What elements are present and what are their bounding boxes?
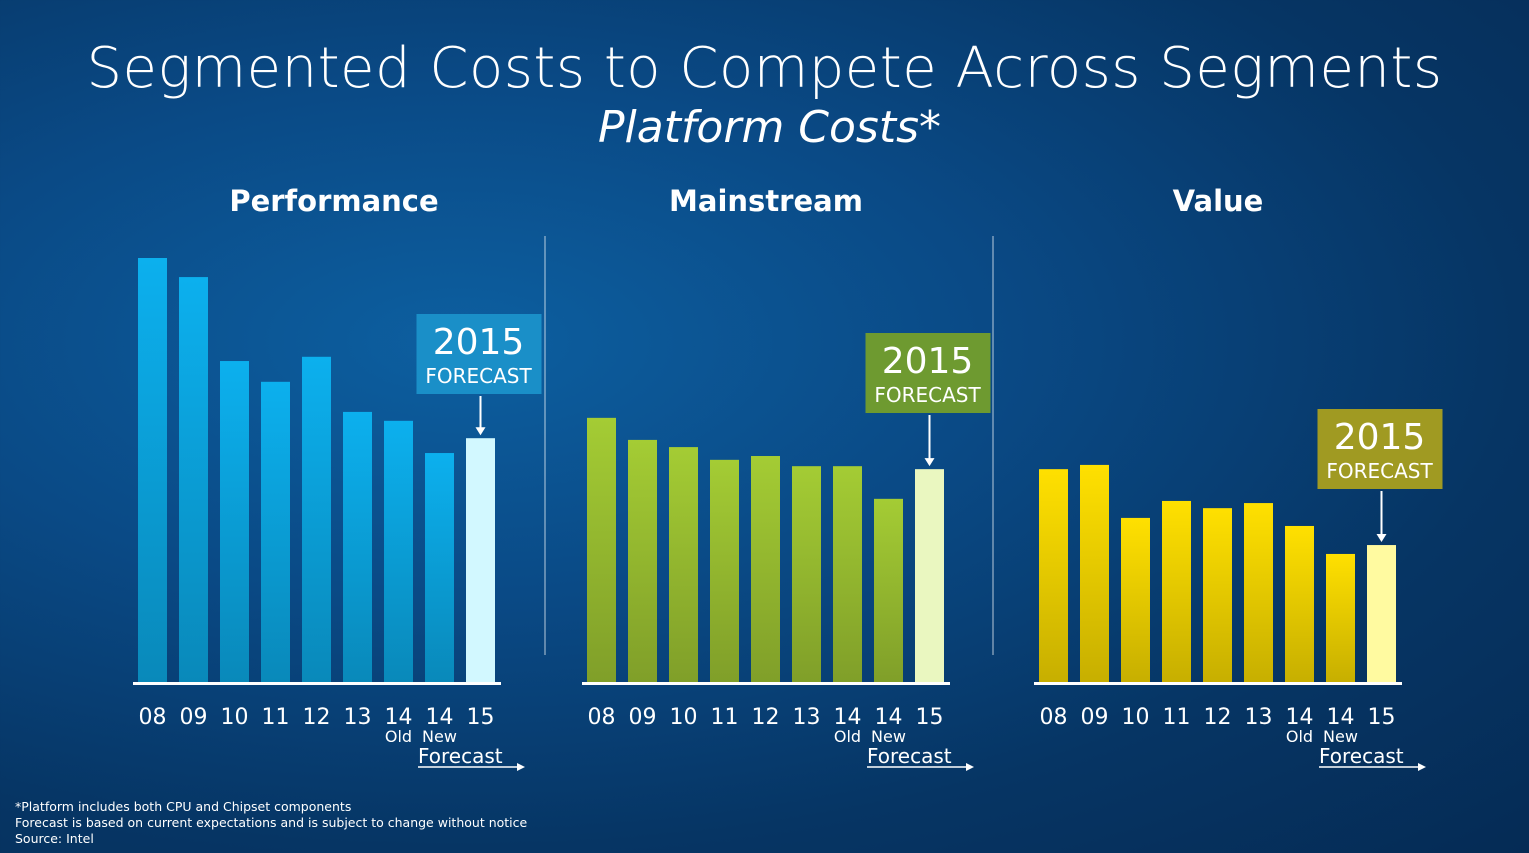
x-tick-label: 14 bbox=[875, 705, 903, 730]
bar bbox=[833, 466, 862, 682]
x-tick-label: 09 bbox=[1081, 705, 1109, 730]
x-axis-line bbox=[582, 682, 950, 685]
bar bbox=[1080, 464, 1109, 682]
x-tick-label: 09 bbox=[180, 705, 208, 730]
x-tick-label: 14 bbox=[426, 705, 454, 730]
bar bbox=[220, 361, 249, 682]
forecast-label: Forecast bbox=[418, 744, 503, 768]
bar bbox=[1244, 503, 1273, 682]
forecast-label: Forecast bbox=[1319, 744, 1404, 768]
x-sub-label: Old bbox=[834, 727, 861, 746]
callout-year: 2015 bbox=[433, 322, 525, 363]
callout-arrow-head bbox=[1376, 534, 1387, 543]
x-tick-label: 11 bbox=[1163, 705, 1191, 730]
bar bbox=[792, 466, 821, 682]
callout-arrow-head bbox=[475, 427, 486, 436]
x-sub-label: New bbox=[422, 727, 457, 746]
x-tick-label: 10 bbox=[670, 705, 698, 730]
bar bbox=[751, 456, 780, 682]
forecast-bar bbox=[915, 469, 944, 682]
chart-title: Value bbox=[1173, 184, 1264, 218]
x-tick-label: 11 bbox=[262, 705, 290, 730]
chart-title: Performance bbox=[229, 184, 438, 218]
x-tick-label: 12 bbox=[1204, 705, 1232, 730]
bar bbox=[425, 453, 454, 682]
x-axis-line bbox=[133, 682, 501, 685]
x-sub-label: Old bbox=[385, 727, 412, 746]
x-tick-label: 09 bbox=[629, 705, 657, 730]
x-tick-label: 11 bbox=[711, 705, 739, 730]
x-tick-label: 15 bbox=[1368, 705, 1396, 730]
x-sub-label: New bbox=[1323, 727, 1358, 746]
footnote-platform: *Platform includes both CPU and Chipset … bbox=[15, 799, 352, 814]
forecast-arrow-head bbox=[517, 763, 525, 771]
slide-subtitle: Platform Costs* bbox=[597, 102, 942, 153]
bar bbox=[261, 381, 290, 682]
x-tick-label: 08 bbox=[139, 705, 167, 730]
forecast-bar bbox=[1367, 545, 1396, 682]
x-tick-label: 10 bbox=[1122, 705, 1150, 730]
x-tick-label: 13 bbox=[344, 705, 372, 730]
x-sub-label: Old bbox=[1286, 727, 1313, 746]
forecast-bar bbox=[466, 438, 495, 682]
callout-text: FORECAST bbox=[1326, 459, 1433, 483]
x-tick-label: 15 bbox=[916, 705, 944, 730]
x-tick-label: 14 bbox=[834, 705, 862, 730]
forecast-arrow-head bbox=[1418, 763, 1426, 771]
bar bbox=[874, 498, 903, 682]
forecast-callout-box bbox=[865, 333, 991, 413]
x-sub-label: New bbox=[871, 727, 906, 746]
chart-title: Mainstream bbox=[669, 184, 863, 218]
x-tick-label: 12 bbox=[303, 705, 331, 730]
footnote-source: Source: Intel bbox=[15, 831, 94, 846]
bar bbox=[587, 417, 616, 682]
bar bbox=[1121, 517, 1150, 682]
slide-title: Segmented Costs to Compete Across Segmen… bbox=[86, 36, 1443, 101]
bar bbox=[1203, 508, 1232, 682]
x-tick-label: 14 bbox=[1327, 705, 1355, 730]
x-tick-label: 10 bbox=[221, 705, 249, 730]
footnote-forecast: Forecast is based on current expectation… bbox=[15, 815, 528, 830]
callout-text: FORECAST bbox=[874, 383, 981, 407]
bar bbox=[179, 277, 208, 682]
forecast-callout-box bbox=[1317, 409, 1443, 489]
bar bbox=[1326, 553, 1355, 682]
x-tick-label: 08 bbox=[588, 705, 616, 730]
x-tick-label: 13 bbox=[1245, 705, 1273, 730]
bar bbox=[1285, 525, 1314, 682]
callout-year: 2015 bbox=[1334, 417, 1426, 458]
x-tick-label: 12 bbox=[752, 705, 780, 730]
forecast-callout-box bbox=[416, 314, 542, 394]
callout-arrow-head bbox=[924, 458, 935, 467]
bar bbox=[669, 447, 698, 682]
bar bbox=[1039, 469, 1068, 682]
x-tick-label: 14 bbox=[385, 705, 413, 730]
bar bbox=[343, 411, 372, 682]
bar bbox=[384, 420, 413, 682]
x-tick-label: 15 bbox=[467, 705, 495, 730]
forecast-label: Forecast bbox=[867, 744, 952, 768]
bar bbox=[302, 356, 331, 682]
x-tick-label: 14 bbox=[1286, 705, 1314, 730]
x-tick-label: 13 bbox=[793, 705, 821, 730]
bar bbox=[710, 459, 739, 682]
bar bbox=[628, 439, 657, 682]
x-tick-label: 08 bbox=[1040, 705, 1068, 730]
bar bbox=[138, 258, 167, 682]
callout-year: 2015 bbox=[882, 341, 974, 382]
forecast-arrow-head bbox=[966, 763, 974, 771]
x-axis-line bbox=[1034, 682, 1402, 685]
callout-text: FORECAST bbox=[425, 364, 532, 388]
bar bbox=[1162, 500, 1191, 682]
